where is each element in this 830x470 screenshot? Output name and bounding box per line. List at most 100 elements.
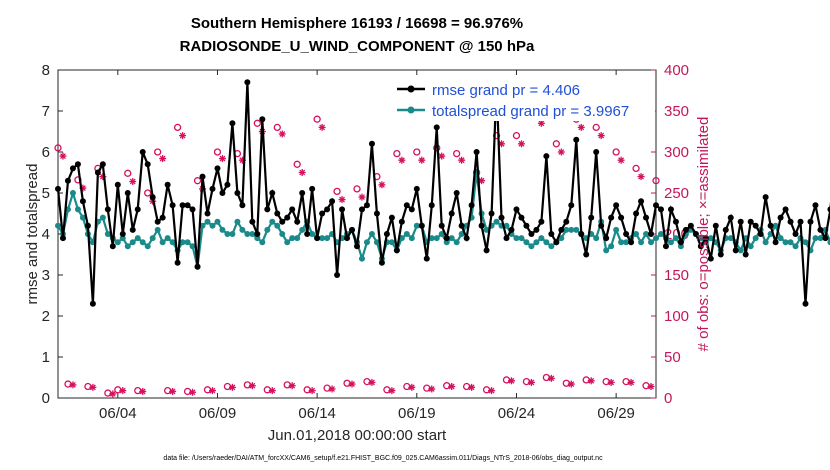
totalspread-point [154,226,161,233]
obs-assimilated-point [318,123,326,131]
obs-possible-point [582,376,590,384]
obs-possible-point [163,386,172,395]
rmse-point [413,185,420,192]
totalspread-point [667,239,674,246]
rmse-point [662,243,669,250]
obs-possible-point [343,379,351,387]
obs-possible-point [313,115,321,123]
obs-assimilated-point [607,378,615,386]
x-axis-label: Jun.01,2018 00:00:00 start [268,427,447,444]
rmse-point [747,218,754,225]
totalspread-point [443,239,450,246]
obs-assimilated-point [278,130,286,138]
rmse-point [199,173,206,180]
y-left-tick-label: 1 [42,349,50,366]
obs-assimilated-point [208,387,216,395]
obs-possible-point [363,377,371,386]
obs-assimilated-point [159,155,167,163]
rmse-point [498,214,505,221]
rmse-point [84,222,91,229]
rmse-point [448,210,455,217]
totalspread-point [777,235,784,242]
obs-possible-point [263,386,271,394]
rmse-point [543,153,550,160]
rmse-point [757,231,764,237]
obs-possible-point [283,381,291,389]
obs-possible-point [652,177,660,185]
obs-assimilated-point [179,132,187,140]
x-tick-label: 06/09 [199,405,237,422]
totalspread-point [189,243,196,250]
totalspread-point [299,226,306,233]
obs-possible-point [443,382,451,390]
rmse-point [598,222,605,229]
rmse-point [463,235,470,242]
rmse-point [817,226,824,233]
obs-assimilated-point [507,377,515,385]
totalspread-point [782,239,789,246]
rmse-point [104,206,111,213]
obs-assimilated-point [368,378,376,386]
rmse-point [677,239,684,246]
totalspread-point [69,190,76,196]
obs-assimilated-point [139,387,147,395]
totalspread-point [229,231,236,237]
rmse-point [373,210,380,217]
totalspread-point [139,239,146,246]
totalspread-point [548,243,555,250]
totalspread-point [428,235,435,242]
totalspread-point [413,222,420,229]
totalspread-point [653,235,659,242]
obs-assimilated-point [517,140,525,148]
rmse-point [588,214,595,221]
totalspread-point [169,239,176,246]
totalspread-point [239,226,246,233]
totalspread-point [563,226,570,233]
rmse-point [174,259,181,266]
obs-possible-point [502,376,511,384]
rmse-point [538,218,545,225]
totalspread-point [657,231,664,237]
rmse-point [722,226,729,233]
rmse-point [638,198,645,205]
totalspread-point [772,222,779,229]
totalspread-point [249,231,256,237]
obs-possible-point [64,380,72,388]
rmse-point [244,79,251,86]
obs-possible-point [213,148,222,156]
obs-assimilated-point [398,156,406,164]
totalspread-point [672,235,679,242]
rmse-point [593,149,600,155]
rmse-point [149,194,156,201]
totalspread-point [214,218,221,225]
data-file-footer: data file: /Users/raeder/DAI/ATM_forcXX/… [163,455,603,462]
totalspread-point [523,239,530,246]
rmse-point [433,124,440,131]
totalspread-point [802,239,809,246]
totalspread-point [608,243,615,250]
rmse-point [603,235,610,242]
rmse-point [792,231,799,237]
totalspread-point [762,239,769,246]
rmse-point [299,190,306,196]
obs-possible-point [124,169,132,177]
rmse-point [488,210,495,217]
obs-possible-point [293,160,301,168]
obs-possible-point [203,386,212,394]
rmse-point [239,202,246,209]
rmse-point [653,202,659,209]
obs-possible-point [512,131,521,140]
rmse-point [787,218,794,225]
totalspread-point [294,235,301,242]
rmse-point [563,218,570,225]
x-axis-ticks: 06/04 06/09 06/14 06/19 06/24 06/29 [99,70,635,422]
obs-assimilated-point [69,381,77,389]
rmse-point [214,165,221,172]
rmse-point [319,210,326,217]
rmse-point [672,218,679,225]
obs-possible-point [562,379,570,387]
obs-possible-point [632,164,640,173]
rmse-point [164,181,171,188]
totalspread-point [623,239,630,246]
totalspread-point [503,222,510,229]
